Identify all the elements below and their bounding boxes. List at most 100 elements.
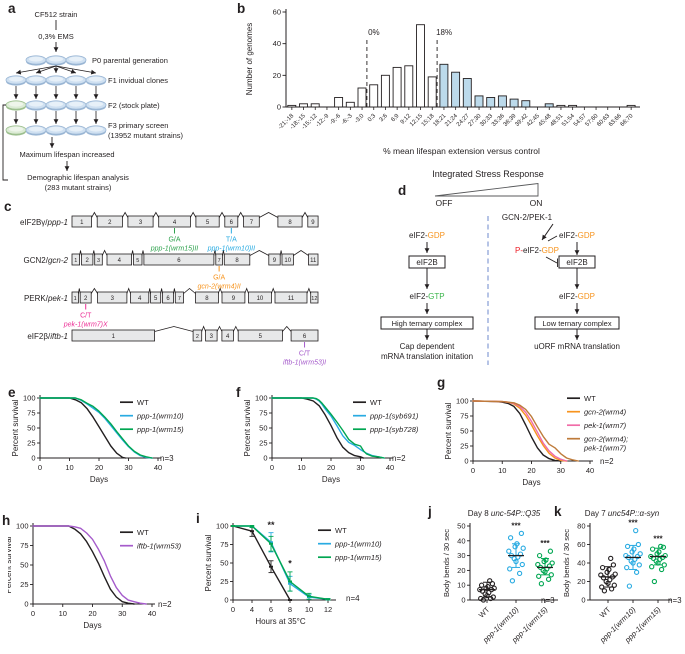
svg-text:ppp-1(wrm15): ppp-1(wrm15) <box>136 425 184 434</box>
svg-text:50: 50 <box>27 424 35 433</box>
svg-text:(13952 mutant strains): (13952 mutant strains) <box>108 131 184 140</box>
svg-text:(283 mutant strains): (283 mutant strains) <box>45 183 112 192</box>
svg-text:Percent survival: Percent survival <box>444 402 453 459</box>
panel-g-survival-plot: 0 25 50 75 100 0 10 20 30 40 Percent survival Days W… <box>440 388 685 492</box>
svg-text:5: 5 <box>154 296 158 302</box>
svg-text:10: 10 <box>297 463 305 472</box>
svg-text:12: 12 <box>311 296 317 302</box>
svg-text:2: 2 <box>85 258 89 264</box>
svg-text:30: 30 <box>457 551 465 560</box>
svg-text:F3 primary screen: F3 primary screen <box>108 121 168 130</box>
svg-text:25: 25 <box>20 580 28 589</box>
svg-text:T/A: T/A <box>226 237 237 244</box>
svg-text:6: 6 <box>230 220 234 226</box>
svg-text:6: 6 <box>177 258 181 264</box>
svg-text:4: 4 <box>250 605 254 614</box>
svg-text:GCN2/gcn-2: GCN2/gcn-2 <box>24 256 69 265</box>
svg-text:3: 3 <box>210 334 214 340</box>
svg-text:1: 1 <box>74 296 77 302</box>
svg-text:0;3: 0;3 <box>367 113 378 124</box>
svg-text:40: 40 <box>586 466 594 475</box>
panel-label-g: g <box>437 375 446 390</box>
svg-text:eIF2-GDP: eIF2-GDP <box>559 292 595 301</box>
panel-a-screen-flowchart: CF512 strain 0,3% EMS P0 parental generati… <box>0 0 232 200</box>
svg-text:9: 9 <box>273 258 277 264</box>
svg-text:80: 80 <box>577 522 585 531</box>
svg-text:eIF2-GTP: eIF2-GTP <box>409 292 444 301</box>
svg-text:WT: WT <box>335 526 347 535</box>
svg-text:n=3: n=3 <box>160 454 174 463</box>
svg-text:-6;-3: -6;-3 <box>341 113 354 126</box>
svg-text:0: 0 <box>464 457 468 466</box>
svg-text:n=2: n=2 <box>392 454 406 463</box>
svg-text:F2 (stock plate): F2 (stock plate) <box>108 101 160 110</box>
svg-text:4: 4 <box>138 296 142 302</box>
svg-text:n=3: n=3 <box>668 596 682 605</box>
svg-text:***: *** <box>511 521 521 530</box>
svg-text:10: 10 <box>498 466 506 475</box>
panel-f-survival-plot: 0 25 50 75 100 0 10 20 30 40 Percent survival Days W… <box>242 388 467 488</box>
svg-text:75: 75 <box>27 409 35 418</box>
svg-text:Demographic lifespan analysis: Demographic lifespan analysis <box>27 173 129 182</box>
svg-text:75: 75 <box>20 541 28 550</box>
svg-text:eIF2-GDP: eIF2-GDP <box>559 231 595 240</box>
svg-text:7: 7 <box>178 296 181 302</box>
svg-text:9: 9 <box>232 296 236 302</box>
svg-text:ppp-1(wrm10)II: ppp-1(wrm10)II <box>207 246 256 253</box>
svg-text:Day 7 unc54P::α-syn: Day 7 unc54P::α-syn <box>585 509 660 518</box>
svg-text:n=4: n=4 <box>346 594 360 603</box>
svg-text:75: 75 <box>259 409 267 418</box>
svg-text:30: 30 <box>124 463 132 472</box>
svg-text:0: 0 <box>31 454 35 463</box>
panel-label-j: j <box>428 504 432 519</box>
svg-text:Days: Days <box>522 478 540 487</box>
svg-text:PERK/pek-1: PERK/pek-1 <box>24 294 68 303</box>
panel-label-k: k <box>554 504 562 519</box>
svg-text:30: 30 <box>356 463 364 472</box>
svg-text:0,3% EMS: 0,3% EMS <box>38 32 73 41</box>
svg-text:WT: WT <box>477 605 492 620</box>
svg-text:11: 11 <box>288 296 295 302</box>
svg-text:gcn-2(wrm4): gcn-2(wrm4) <box>584 408 627 417</box>
svg-text:mRNA translation initation: mRNA translation initation <box>381 352 473 361</box>
svg-text:4: 4 <box>118 258 122 264</box>
svg-text:2: 2 <box>196 334 199 340</box>
svg-text:6: 6 <box>303 334 307 340</box>
svg-text:-9;-6: -9;-6 <box>329 113 342 126</box>
panel-b-lifespan-histogram: 0 20 40 60 Number of genomes -21;-18 -18;-15 -1… <box>238 4 685 160</box>
svg-text:11: 11 <box>310 258 317 264</box>
svg-text:30: 30 <box>118 609 126 618</box>
svg-text:20: 20 <box>95 463 103 472</box>
svg-text:F1 invidual clones: F1 invidual clones <box>108 76 168 85</box>
svg-text:Percent survival: Percent survival <box>8 536 13 593</box>
svg-text:CF512 strain: CF512 strain <box>35 10 78 19</box>
panel-label-i: i <box>196 511 200 526</box>
svg-text:OFF: OFF <box>436 198 453 208</box>
svg-text:60: 60 <box>577 540 585 549</box>
svg-text:0: 0 <box>277 103 281 112</box>
svg-text:10: 10 <box>59 609 67 618</box>
svg-text:3;6: 3;6 <box>379 113 390 124</box>
svg-text:75: 75 <box>220 540 228 549</box>
svg-text:-12;-9: -12;-9 <box>315 113 331 129</box>
panel-label-d: d <box>398 183 407 198</box>
svg-text:0: 0 <box>270 463 274 472</box>
svg-text:5: 5 <box>259 334 263 340</box>
svg-text:5: 5 <box>136 258 139 264</box>
svg-text:10: 10 <box>284 258 291 264</box>
svg-text:10: 10 <box>257 296 264 302</box>
svg-text:8: 8 <box>235 258 239 264</box>
svg-text:0: 0 <box>581 596 585 605</box>
svg-text:High ternary complex: High ternary complex <box>392 319 463 328</box>
svg-text:20: 20 <box>327 463 335 472</box>
svg-text:4: 4 <box>173 220 177 226</box>
svg-text:40: 40 <box>577 559 585 568</box>
svg-text:100: 100 <box>255 394 268 403</box>
svg-text:C/T: C/T <box>299 351 311 358</box>
panel-d-isr-diagram: Integrated Stress Response OFF ON eIF2-GDP e… <box>340 163 685 375</box>
svg-text:25: 25 <box>259 439 267 448</box>
svg-text:50: 50 <box>259 424 267 433</box>
svg-text:ppp-1(syb691): ppp-1(syb691) <box>369 412 419 421</box>
svg-text:0: 0 <box>471 466 475 475</box>
